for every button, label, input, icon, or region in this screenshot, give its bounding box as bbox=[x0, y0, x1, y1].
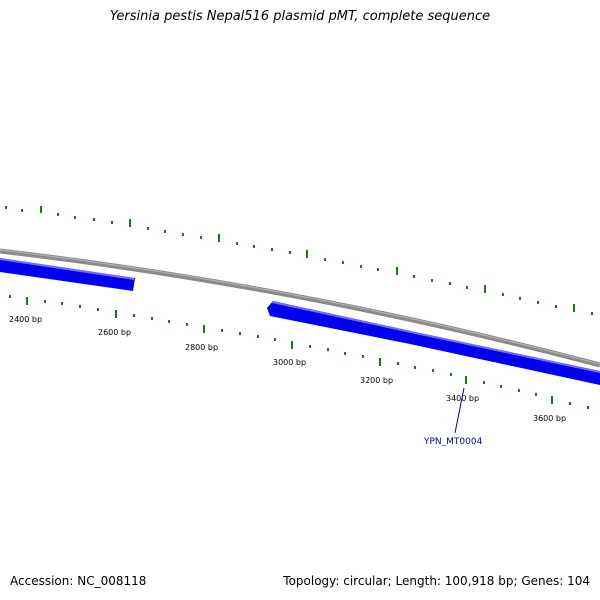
plasmid-backbone bbox=[0, 248, 600, 368]
summary-text: Topology: circular; Length: 100,918 bp; … bbox=[283, 574, 590, 588]
accession-text: Accession: NC_008118 bbox=[10, 574, 147, 588]
tick-label: 2400 bp bbox=[9, 315, 42, 324]
tick-label: 3600 bp bbox=[533, 414, 566, 423]
tick-label: 3000 bp bbox=[273, 358, 306, 367]
gene-label-ypn-mt0004[interactable]: YPN_MT0004 bbox=[423, 437, 483, 447]
tick-label: 2800 bp bbox=[185, 343, 218, 352]
tick-label: 3400 bp bbox=[446, 394, 479, 403]
outer-ticks bbox=[5, 206, 593, 315]
map-title: Yersinia pestis Nepal516 plasmid pMT, co… bbox=[109, 9, 491, 24]
inner-ticks bbox=[9, 295, 589, 409]
gene-label-leader bbox=[454, 387, 465, 434]
tick-label: 3200 bp bbox=[360, 376, 393, 385]
plasmid-backbone-highlight bbox=[0, 249, 600, 365]
gene-ypn-mt0004 bbox=[267, 301, 600, 385]
tick-label: 2600 bp bbox=[98, 328, 131, 337]
gene-left bbox=[0, 258, 135, 291]
